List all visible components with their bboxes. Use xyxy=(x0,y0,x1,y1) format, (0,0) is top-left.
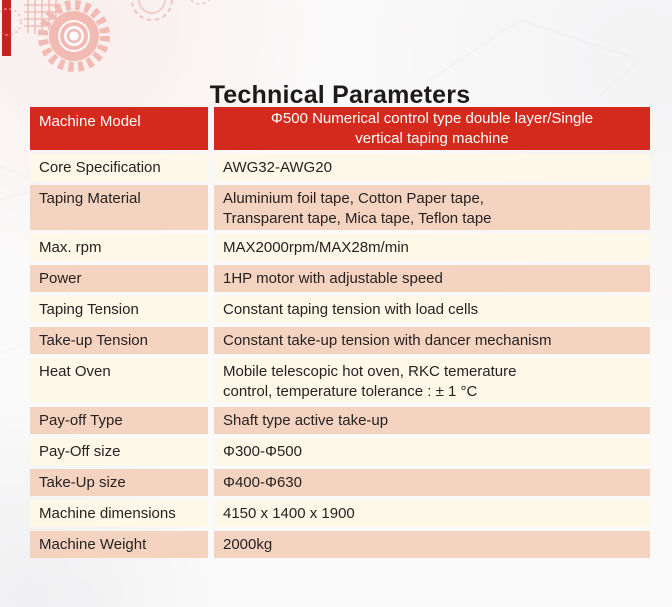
param-value-cell: Shaft type active take-up xyxy=(214,407,650,434)
param-label-cell: Pay-off Type xyxy=(30,407,208,434)
param-label-cell: Machine Model xyxy=(30,107,208,150)
param-label-cell: Take-up Tension xyxy=(30,327,208,354)
dotted-circle-icon xyxy=(0,8,22,36)
param-label-cell: Take-Up size xyxy=(30,469,208,496)
param-value-cell: Mobile telescopic hot oven, RKC temeratu… xyxy=(214,358,650,403)
gear-icon xyxy=(38,0,110,72)
param-value-cell: Constant taping tension with load cells xyxy=(214,296,650,323)
param-value-cell: AWG32-AWG20 xyxy=(214,154,650,181)
param-value-cell: 4150 x 1400 x 1900 xyxy=(214,500,650,527)
page-title: Technical Parameters xyxy=(209,80,471,109)
param-label-cell: Machine dimensions xyxy=(30,500,208,527)
param-value-cell: Φ400-Φ630 xyxy=(214,469,650,496)
gear-outline-icon xyxy=(130,0,211,22)
param-value-cell: MAX2000rpm/MAX28m/min xyxy=(214,234,650,261)
accent-bar xyxy=(2,0,11,56)
param-label-cell: Taping Material xyxy=(30,185,208,230)
param-value-cell: Aluminium foil tape, Cotton Paper tape, … xyxy=(214,185,650,230)
param-value-cell: 2000kg xyxy=(214,531,650,558)
param-label-cell: Taping Tension xyxy=(30,296,208,323)
param-label-cell: Machine Weight xyxy=(30,531,208,558)
param-label-cell: Max. rpm xyxy=(30,234,208,261)
grid-pattern-icon xyxy=(24,0,62,34)
technical-parameters-table: Machine Model Φ500 Numerical control typ… xyxy=(30,107,650,558)
param-label-cell: Core Specification xyxy=(30,154,208,181)
param-label-cell: Power xyxy=(30,265,208,292)
param-label-cell: Heat Oven xyxy=(30,358,208,403)
param-value-cell: Φ500 Numerical control type double layer… xyxy=(214,107,650,150)
param-value-cell: Constant take-up tension with dancer mec… xyxy=(214,327,650,354)
param-label-cell: Pay-Off size xyxy=(30,438,208,465)
param-value-cell: 1HP motor with adjustable speed xyxy=(214,265,650,292)
param-value-cell: Φ300-Φ500 xyxy=(214,438,650,465)
